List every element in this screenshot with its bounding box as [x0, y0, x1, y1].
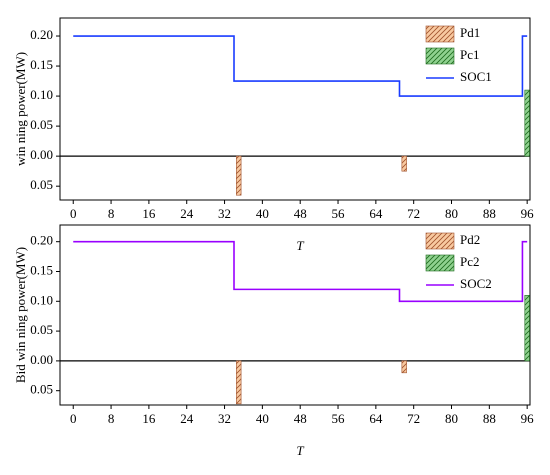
- x-tick-label: 72: [407, 411, 420, 426]
- legend-swatch: [425, 47, 455, 65]
- step-line: [73, 240, 528, 303]
- x-tick-label: 8: [108, 206, 115, 221]
- x-tick-label: 8: [108, 411, 115, 426]
- x-tick-label: 0: [70, 411, 77, 426]
- y-tick-label: 0.10: [30, 87, 53, 102]
- bar: [236, 155, 242, 196]
- y-tick-label: 0.05: [30, 382, 53, 397]
- x-tick-label: 96: [521, 206, 535, 221]
- x-tick-label: 32: [218, 411, 231, 426]
- y-tick-label: 0.15: [30, 57, 53, 72]
- x-tick-label: 80: [445, 411, 458, 426]
- x-tick-label: 40: [256, 411, 269, 426]
- legend-label: SOC1: [460, 69, 492, 84]
- x-tick-label: 48: [294, 411, 307, 426]
- legend-label: Pd2: [460, 232, 480, 247]
- bar: [524, 89, 530, 157]
- bar: [401, 360, 407, 374]
- y-tick-label: 0.05: [30, 322, 53, 337]
- x-tick-label: 16: [142, 411, 156, 426]
- x-axis-label: T: [296, 238, 304, 253]
- y-tick-label: 0.00: [30, 147, 53, 162]
- x-tick-label: 96: [521, 411, 535, 426]
- x-tick-label: 32: [218, 206, 231, 221]
- legend-swatch: [425, 254, 455, 272]
- x-tick-label: 40: [256, 206, 269, 221]
- x-tick-label: 24: [180, 411, 194, 426]
- x-tick-label: 0: [70, 206, 77, 221]
- x-tick-label: 64: [369, 206, 383, 221]
- legend-swatch: [425, 232, 455, 250]
- y-tick-label: 0.05: [30, 177, 53, 192]
- y-tick-label: 0.20: [30, 27, 53, 42]
- legend-label: SOC2: [460, 276, 492, 291]
- legend-swatch: [425, 25, 455, 43]
- plot-frame: [59, 224, 531, 406]
- x-tick-label: 64: [369, 411, 383, 426]
- x-tick-label: 48: [294, 206, 307, 221]
- y-axis-label: Bid win ning power(MW): [13, 247, 28, 383]
- bar: [524, 295, 530, 362]
- x-tick-label: 56: [332, 411, 346, 426]
- x-tick-label: 80: [445, 206, 458, 221]
- bar: [236, 360, 242, 405]
- plot-frame: [59, 17, 531, 201]
- legend-label: Pd1: [460, 25, 480, 40]
- x-tick-label: 88: [483, 206, 496, 221]
- bar: [401, 155, 407, 172]
- y-tick-label: 0.20: [30, 233, 53, 248]
- y-axis-label: win ning power(MW): [13, 52, 28, 166]
- legend-label: Pc1: [460, 47, 480, 62]
- step-line: [73, 35, 528, 97]
- y-tick-label: 0.00: [30, 352, 53, 367]
- x-tick-label: 56: [332, 206, 346, 221]
- x-tick-label: 24: [180, 206, 194, 221]
- x-tick-label: 72: [407, 206, 420, 221]
- x-tick-label: 16: [142, 206, 156, 221]
- x-axis-label: T: [296, 443, 304, 458]
- legend-label: Pc2: [460, 254, 480, 269]
- x-tick-label: 88: [483, 411, 496, 426]
- y-tick-label: 0.05: [30, 117, 53, 132]
- y-tick-label: 0.10: [30, 292, 53, 307]
- y-tick-label: 0.15: [30, 262, 53, 277]
